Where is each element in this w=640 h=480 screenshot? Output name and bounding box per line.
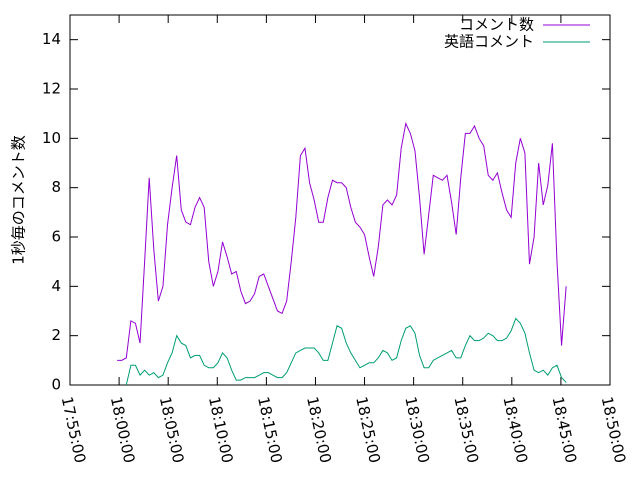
y-tick-label: 4 bbox=[51, 277, 61, 295]
y-axis-label: 1秒毎のコメント数 bbox=[10, 135, 28, 265]
y-tick-label: 10 bbox=[42, 129, 61, 147]
y-tick-label: 14 bbox=[42, 30, 61, 48]
plot-border bbox=[69, 14, 611, 386]
y-tick-label: 8 bbox=[51, 178, 61, 196]
y-tick-label: 2 bbox=[51, 326, 61, 344]
series-line bbox=[117, 121, 567, 361]
y-tick-label: 0 bbox=[51, 376, 61, 394]
y-tick-label: 6 bbox=[51, 228, 61, 246]
legend-label: 英語コメント bbox=[444, 33, 534, 51]
series-line bbox=[125, 317, 567, 386]
legend-label: コメント数 bbox=[459, 16, 534, 34]
y-tick-label: 12 bbox=[42, 80, 61, 98]
